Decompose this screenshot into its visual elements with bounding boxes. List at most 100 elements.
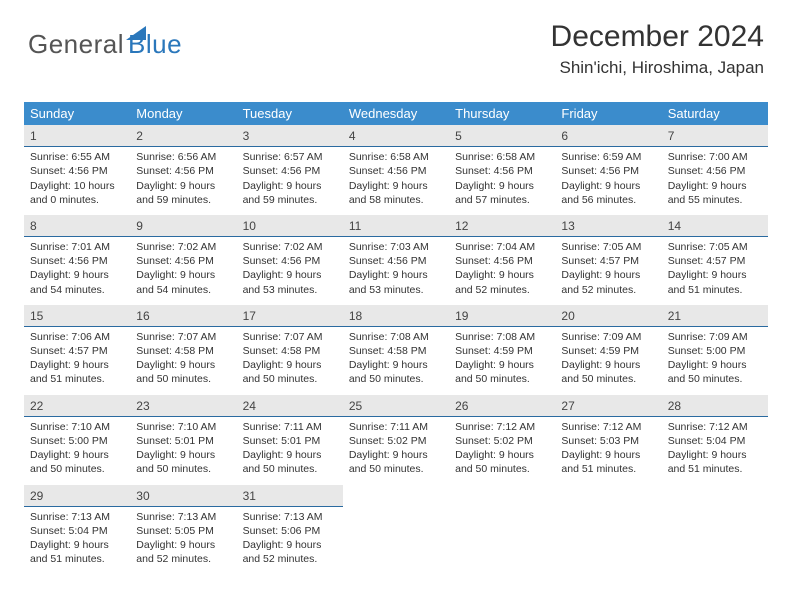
day-cell: Sunrise: 6:57 AMSunset: 4:56 PMDaylight:… [237, 147, 343, 215]
day-cell [449, 506, 555, 574]
daylight-text: Daylight: 9 hours and 50 minutes. [561, 358, 655, 386]
weekday-header: Saturday [662, 102, 768, 125]
sunset-text: Sunset: 5:05 PM [136, 524, 230, 538]
daylight-text: Daylight: 9 hours and 58 minutes. [349, 179, 443, 207]
weekday-header: Sunday [24, 102, 130, 125]
daylight-text: Daylight: 9 hours and 50 minutes. [455, 448, 549, 476]
sunset-text: Sunset: 4:57 PM [561, 254, 655, 268]
sunset-text: Sunset: 4:58 PM [349, 344, 443, 358]
daylight-text: Daylight: 9 hours and 51 minutes. [30, 538, 124, 566]
day-cell: Sunrise: 7:10 AMSunset: 5:00 PMDaylight:… [24, 416, 130, 484]
weekday-header: Monday [130, 102, 236, 125]
sunrise-text: Sunrise: 7:09 AM [561, 330, 655, 344]
sunset-text: Sunset: 4:57 PM [30, 344, 124, 358]
daylight-text: Daylight: 9 hours and 51 minutes. [668, 448, 762, 476]
daylight-text: Daylight: 9 hours and 51 minutes. [561, 448, 655, 476]
title-block: December 2024 Shin'ichi, Hiroshima, Japa… [551, 20, 764, 78]
weekday-header: Wednesday [343, 102, 449, 125]
day-cell: Sunrise: 7:02 AMSunset: 4:56 PMDaylight:… [130, 237, 236, 305]
daylight-text: Daylight: 9 hours and 50 minutes. [243, 448, 337, 476]
sunset-text: Sunset: 4:59 PM [455, 344, 549, 358]
month-title: December 2024 [551, 20, 764, 54]
day-number: 16 [130, 305, 236, 327]
sunrise-text: Sunrise: 7:06 AM [30, 330, 124, 344]
day-cell: Sunrise: 7:03 AMSunset: 4:56 PMDaylight:… [343, 237, 449, 305]
day-cell: Sunrise: 7:05 AMSunset: 4:57 PMDaylight:… [555, 237, 661, 305]
day-number: 30 [130, 485, 236, 507]
daylight-text: Daylight: 9 hours and 54 minutes. [136, 268, 230, 296]
day-cell [662, 506, 768, 574]
daylight-text: Daylight: 9 hours and 59 minutes. [136, 179, 230, 207]
daylight-text: Daylight: 10 hours and 0 minutes. [30, 179, 124, 207]
sunrise-text: Sunrise: 7:08 AM [349, 330, 443, 344]
day-number: 14 [662, 215, 768, 237]
header: General Blue December 2024 Shin'ichi, Hi… [24, 20, 768, 90]
sunset-text: Sunset: 4:58 PM [243, 344, 337, 358]
day-number: 6 [555, 125, 661, 147]
day-cell: Sunrise: 7:00 AMSunset: 4:56 PMDaylight:… [662, 147, 768, 215]
day-cell: Sunrise: 7:01 AMSunset: 4:56 PMDaylight:… [24, 237, 130, 305]
day-number: 18 [343, 305, 449, 327]
sunset-text: Sunset: 5:02 PM [349, 434, 443, 448]
day-cell: Sunrise: 7:13 AMSunset: 5:06 PMDaylight:… [237, 506, 343, 574]
sunset-text: Sunset: 5:00 PM [668, 344, 762, 358]
day-cell: Sunrise: 7:13 AMSunset: 5:05 PMDaylight:… [130, 506, 236, 574]
day-cell: Sunrise: 7:11 AMSunset: 5:02 PMDaylight:… [343, 416, 449, 484]
sunrise-text: Sunrise: 7:01 AM [30, 240, 124, 254]
day-cell: Sunrise: 7:04 AMSunset: 4:56 PMDaylight:… [449, 237, 555, 305]
sunset-text: Sunset: 4:56 PM [668, 164, 762, 178]
daynum-row: 891011121314 [24, 215, 768, 237]
day-number: 5 [449, 125, 555, 147]
sunset-text: Sunset: 4:56 PM [349, 254, 443, 268]
weekday-header-row: SundayMondayTuesdayWednesdayThursdayFrid… [24, 102, 768, 125]
daylight-text: Daylight: 9 hours and 53 minutes. [349, 268, 443, 296]
sunset-text: Sunset: 5:01 PM [243, 434, 337, 448]
logo-blue: Blue [128, 29, 182, 60]
sunrise-text: Sunrise: 7:12 AM [455, 420, 549, 434]
day-cell: Sunrise: 6:59 AMSunset: 4:56 PMDaylight:… [555, 147, 661, 215]
day-number: 21 [662, 305, 768, 327]
day-number: 22 [24, 395, 130, 417]
sunrise-text: Sunrise: 7:13 AM [243, 510, 337, 524]
daylight-text: Daylight: 9 hours and 52 minutes. [136, 538, 230, 566]
sunrise-text: Sunrise: 6:56 AM [136, 150, 230, 164]
content-row: Sunrise: 6:55 AMSunset: 4:56 PMDaylight:… [24, 147, 768, 215]
day-number: 3 [237, 125, 343, 147]
daylight-text: Daylight: 9 hours and 50 minutes. [243, 358, 337, 386]
daylight-text: Daylight: 9 hours and 53 minutes. [243, 268, 337, 296]
sunset-text: Sunset: 4:58 PM [136, 344, 230, 358]
sunset-text: Sunset: 4:57 PM [668, 254, 762, 268]
sunrise-text: Sunrise: 6:58 AM [349, 150, 443, 164]
day-cell: Sunrise: 7:13 AMSunset: 5:04 PMDaylight:… [24, 506, 130, 574]
sunrise-text: Sunrise: 7:10 AM [30, 420, 124, 434]
calendar-page: General Blue December 2024 Shin'ichi, Hi… [0, 0, 792, 594]
sunrise-text: Sunrise: 7:13 AM [136, 510, 230, 524]
day-number: 24 [237, 395, 343, 417]
day-number: 9 [130, 215, 236, 237]
day-cell: Sunrise: 7:09 AMSunset: 4:59 PMDaylight:… [555, 326, 661, 394]
day-cell: Sunrise: 7:12 AMSunset: 5:02 PMDaylight:… [449, 416, 555, 484]
daylight-text: Daylight: 9 hours and 57 minutes. [455, 179, 549, 207]
day-cell: Sunrise: 7:10 AMSunset: 5:01 PMDaylight:… [130, 416, 236, 484]
day-number: 19 [449, 305, 555, 327]
sunrise-text: Sunrise: 6:59 AM [561, 150, 655, 164]
day-cell: Sunrise: 7:12 AMSunset: 5:03 PMDaylight:… [555, 416, 661, 484]
weekday-header: Friday [555, 102, 661, 125]
sunrise-text: Sunrise: 7:02 AM [243, 240, 337, 254]
content-row: Sunrise: 7:10 AMSunset: 5:00 PMDaylight:… [24, 416, 768, 484]
logo-general: General [28, 29, 124, 60]
daylight-text: Daylight: 9 hours and 52 minutes. [243, 538, 337, 566]
sunset-text: Sunset: 4:59 PM [561, 344, 655, 358]
day-number: 4 [343, 125, 449, 147]
weekday-header: Tuesday [237, 102, 343, 125]
day-number [555, 485, 661, 507]
day-cell: Sunrise: 6:58 AMSunset: 4:56 PMDaylight:… [343, 147, 449, 215]
sunrise-text: Sunrise: 6:57 AM [243, 150, 337, 164]
daynum-row: 15161718192021 [24, 305, 768, 327]
sunset-text: Sunset: 5:03 PM [561, 434, 655, 448]
day-number: 10 [237, 215, 343, 237]
sunset-text: Sunset: 4:56 PM [455, 164, 549, 178]
sunrise-text: Sunrise: 7:05 AM [561, 240, 655, 254]
day-cell: Sunrise: 7:06 AMSunset: 4:57 PMDaylight:… [24, 326, 130, 394]
sunset-text: Sunset: 4:56 PM [455, 254, 549, 268]
